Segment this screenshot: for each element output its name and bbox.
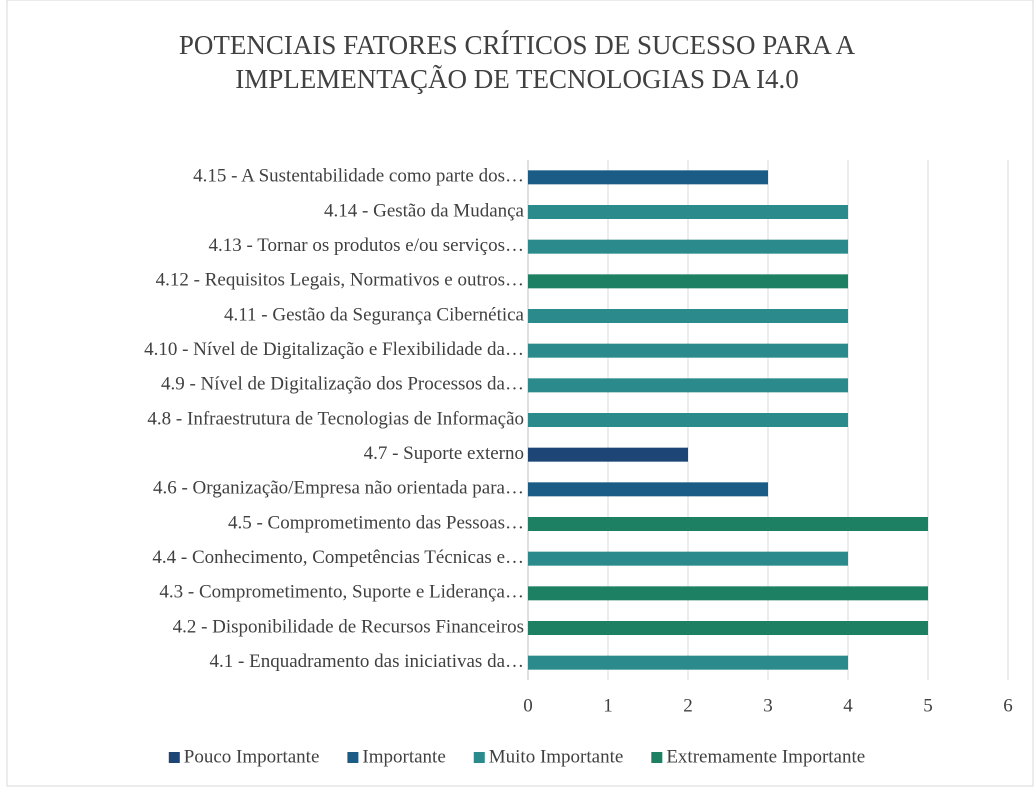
- legend-label: Importante: [362, 746, 445, 767]
- y-tick-label: 4.14 - Gestão da Mudança: [324, 200, 525, 221]
- y-tick-label: 4.13 - Tornar os produtos e/ou serviços…: [209, 235, 524, 256]
- bar: [528, 517, 928, 531]
- y-tick-label: 4.8 - Infraestrutura de Tecnologias de I…: [147, 408, 524, 429]
- bar: [528, 274, 848, 289]
- x-tick-label: 2: [683, 695, 693, 716]
- x-tick-label: 3: [763, 695, 773, 716]
- y-tick-label: 4.6 - Organização/Empresa não orientada …: [153, 478, 524, 499]
- bar: [528, 551, 848, 566]
- bar: [528, 309, 848, 323]
- bar: [528, 413, 848, 427]
- x-tick-label: 0: [523, 695, 533, 716]
- bar: [528, 586, 928, 601]
- y-tick-label: 4.11 - Gestão da Segurança Cibernética: [224, 304, 525, 325]
- y-tick-label: 4.2 - Disponibilidade de Recursos Financ…: [173, 616, 524, 637]
- bar: [528, 621, 928, 635]
- x-tick-label: 6: [1003, 695, 1013, 716]
- y-tick-label: 4.9 - Nível de Digitalização dos Process…: [161, 374, 524, 395]
- bar: [528, 482, 768, 497]
- y-tick-label: 4.3 - Comprometimento, Suporte e Lideran…: [159, 582, 524, 603]
- bar: [528, 170, 768, 185]
- x-tick-label: 5: [923, 695, 933, 716]
- bar: [528, 655, 848, 670]
- legend-label: Pouco Importante: [184, 746, 320, 767]
- y-tick-label: 4.10 - Nível de Digitalização e Flexibil…: [144, 339, 524, 360]
- chart-title: IMPLEMENTAÇÃO DE TECNOLOGIAS DA I4.0: [235, 64, 799, 94]
- x-tick-label: 1: [603, 695, 613, 716]
- y-tick-label: 4.7 - Suporte externo: [364, 443, 524, 464]
- bar: [528, 447, 688, 462]
- y-tick-label: 4.15 - A Sustentabilidade como parte dos…: [193, 166, 524, 187]
- legend-label: Muito Importante: [489, 746, 624, 767]
- bar: [528, 205, 848, 219]
- x-tick-label: 4: [843, 695, 853, 716]
- y-tick-label: 4.1 - Enquadramento das iniciativas da…: [210, 651, 524, 672]
- legend-swatch: [347, 752, 359, 763]
- chart-border: [6, 0, 1034, 787]
- legend-swatch: [473, 752, 485, 763]
- chart-title: POTENCIAIS FATORES CRÍTICOS DE SUCESSO P…: [179, 30, 856, 60]
- legend-label: Extremamente Importante: [666, 746, 865, 767]
- y-tick-label: 4.4 - Conhecimento, Competências Técnica…: [152, 547, 524, 568]
- bar: [528, 378, 848, 393]
- y-tick-label: 4.12 - Requisitos Legais, Normativos e o…: [156, 270, 524, 291]
- bar: [528, 343, 848, 358]
- bar: [528, 239, 848, 254]
- legend-swatch: [168, 752, 180, 763]
- y-tick-label: 4.5 - Comprometimento das Pessoas…: [228, 512, 524, 533]
- legend-swatch: [651, 752, 663, 763]
